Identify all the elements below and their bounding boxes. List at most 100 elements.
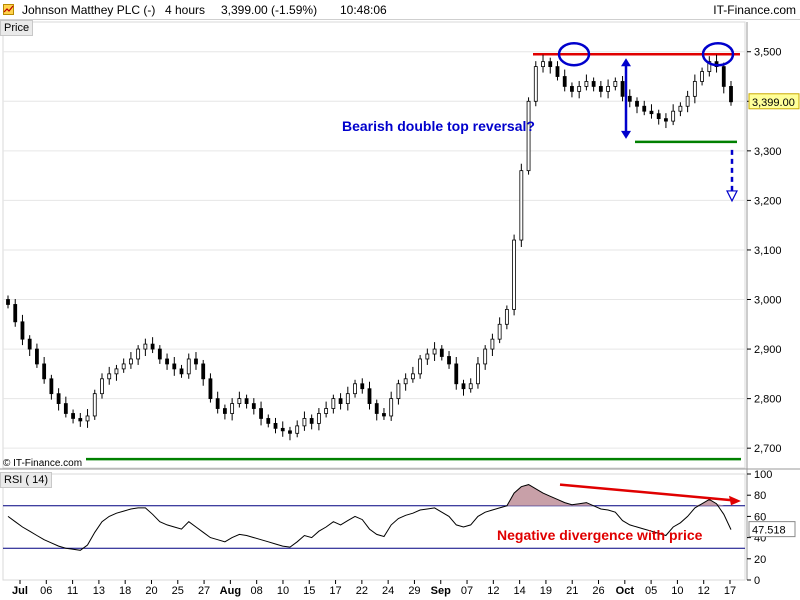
candle-body <box>6 299 10 305</box>
x-tick-label: 14 <box>514 585 526 597</box>
candle-body <box>316 413 321 424</box>
second-top-circle <box>701 41 735 67</box>
candle-body <box>85 415 90 422</box>
candle-body <box>186 358 191 375</box>
instrument-name: Johnson Matthey PLC (-) <box>22 3 156 17</box>
price-tick-label: 2,900 <box>754 344 782 356</box>
candle-body <box>56 393 61 404</box>
x-tick-label: 10 <box>277 585 289 597</box>
x-tick-label: 08 <box>251 585 263 597</box>
candle-body <box>678 105 683 112</box>
candle-body <box>692 81 697 97</box>
candle-body <box>591 81 596 87</box>
candle-body <box>353 383 357 395</box>
candle-body <box>656 113 661 120</box>
candle-body <box>439 348 444 357</box>
candle-body <box>707 61 712 72</box>
brand-name: IT-Finance.com <box>713 3 796 17</box>
candle-body <box>374 403 379 414</box>
x-tick-label: 18 <box>119 585 131 597</box>
candle-body <box>685 95 690 107</box>
candle-body <box>338 398 343 404</box>
candle-body <box>222 408 227 414</box>
last-quote: 3,399.00 (-1.59%) <box>221 3 318 17</box>
price-tick-label: 2,700 <box>754 443 782 455</box>
x-tick-label: 12 <box>698 585 710 597</box>
candle-body <box>700 71 704 82</box>
x-tick-label: 17 <box>724 585 736 597</box>
candle-body <box>461 383 466 390</box>
candle-body <box>273 422 278 429</box>
candle-body <box>288 430 292 434</box>
candle-body <box>63 403 68 414</box>
candle-body <box>35 348 39 365</box>
rsi-tick-label: 60 <box>754 511 766 523</box>
candle-body <box>331 398 336 409</box>
candle-body <box>548 61 553 67</box>
candle-body <box>418 358 423 375</box>
candle-body <box>244 398 249 404</box>
candle-body <box>266 418 271 424</box>
candle-body <box>20 321 25 340</box>
candle-body <box>114 368 119 375</box>
x-tick-label: Jul <box>12 585 28 597</box>
candle-body <box>129 358 133 365</box>
candle-body <box>519 170 524 241</box>
candle-body <box>635 100 639 107</box>
x-tick-label: 13 <box>93 585 105 597</box>
rsi-tick-label: 20 <box>754 554 766 566</box>
candle-body <box>533 66 538 102</box>
candle-body <box>259 408 263 419</box>
candle-body <box>447 356 451 365</box>
candle-body <box>483 348 488 365</box>
candle-body <box>454 363 459 385</box>
x-tick-label: 17 <box>329 585 341 597</box>
candle-body <box>396 383 401 400</box>
candle-body <box>165 358 169 365</box>
x-tick-label: 11 <box>67 585 78 597</box>
price-tick-label: 3,000 <box>754 295 782 307</box>
candle-body <box>157 348 162 360</box>
x-tick-label: 20 <box>145 585 157 597</box>
candle-body <box>136 348 141 360</box>
x-tick-label: 27 <box>198 585 210 597</box>
candle-body <box>71 413 75 419</box>
candle-body <box>476 363 480 385</box>
candle-body <box>230 403 235 414</box>
rsi-line <box>7 484 732 551</box>
candle-body <box>49 378 54 395</box>
candle-body <box>432 348 437 355</box>
x-tick-label: 10 <box>671 585 683 597</box>
candle-body <box>620 81 625 97</box>
candle-body <box>403 378 408 385</box>
rsi-last-value-label: 47.518 <box>752 525 786 537</box>
rsi-panel-label[interactable]: RSI ( 14) <box>0 472 53 488</box>
candle-body <box>649 110 654 115</box>
x-tick-label: 06 <box>40 585 52 597</box>
x-tick-label: 15 <box>303 585 315 597</box>
price-tick-label: 3,300 <box>754 146 782 158</box>
candle-body <box>504 309 509 325</box>
candle-body <box>13 304 18 323</box>
candle-body <box>382 413 386 417</box>
candle-body <box>642 105 647 112</box>
candle-body <box>295 425 300 434</box>
x-tick-label: 12 <box>487 585 499 597</box>
rsi-tick-label: 80 <box>754 490 766 502</box>
price-panel-label[interactable]: Price <box>0 20 34 36</box>
x-tick-label: 25 <box>172 585 184 597</box>
x-tick-label: 26 <box>592 585 604 597</box>
candle-body <box>251 403 256 409</box>
candle-body <box>613 81 618 87</box>
price-tick-label: 3,100 <box>754 245 782 257</box>
title-bar: Johnson Matthey PLC (-) 4 hours 3,399.00… <box>0 0 800 20</box>
candle-body <box>664 118 668 122</box>
interval-label[interactable]: 4 hours <box>165 3 206 17</box>
price-tick-label: 2,800 <box>754 394 782 406</box>
candle-body <box>107 373 112 380</box>
candle-body <box>208 378 213 400</box>
arrowhead-up-icon <box>621 58 631 67</box>
x-tick-label: Sep <box>431 585 451 597</box>
candle-body <box>302 418 307 427</box>
